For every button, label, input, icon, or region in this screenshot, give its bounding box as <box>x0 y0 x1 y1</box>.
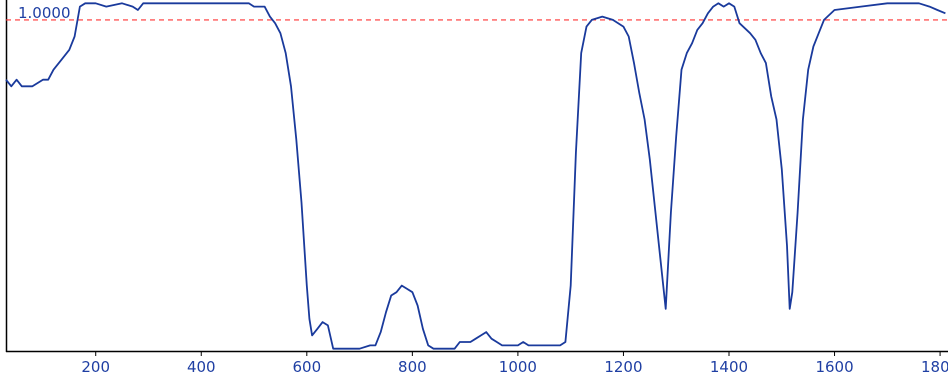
x-tick-label: 1800 <box>921 358 948 376</box>
reference-line-label: 1.0000 <box>18 4 71 22</box>
series-line <box>5 2 946 350</box>
x-tick-label: 200 <box>81 358 110 376</box>
x-tick-label: 1000 <box>499 358 537 376</box>
x-tick-label: 1600 <box>815 358 853 376</box>
x-tick-label: 400 <box>187 358 216 376</box>
x-tick-label: 600 <box>292 358 321 376</box>
x-tick-label: 1200 <box>604 358 642 376</box>
series-layer <box>5 2 946 350</box>
plot-background <box>6 0 948 352</box>
x-ticks: 200 400 600 800 1000 1200 1400 1600 1800 <box>81 352 948 376</box>
x-tick-label: 1400 <box>710 358 748 376</box>
x-tick-label: 800 <box>398 358 427 376</box>
